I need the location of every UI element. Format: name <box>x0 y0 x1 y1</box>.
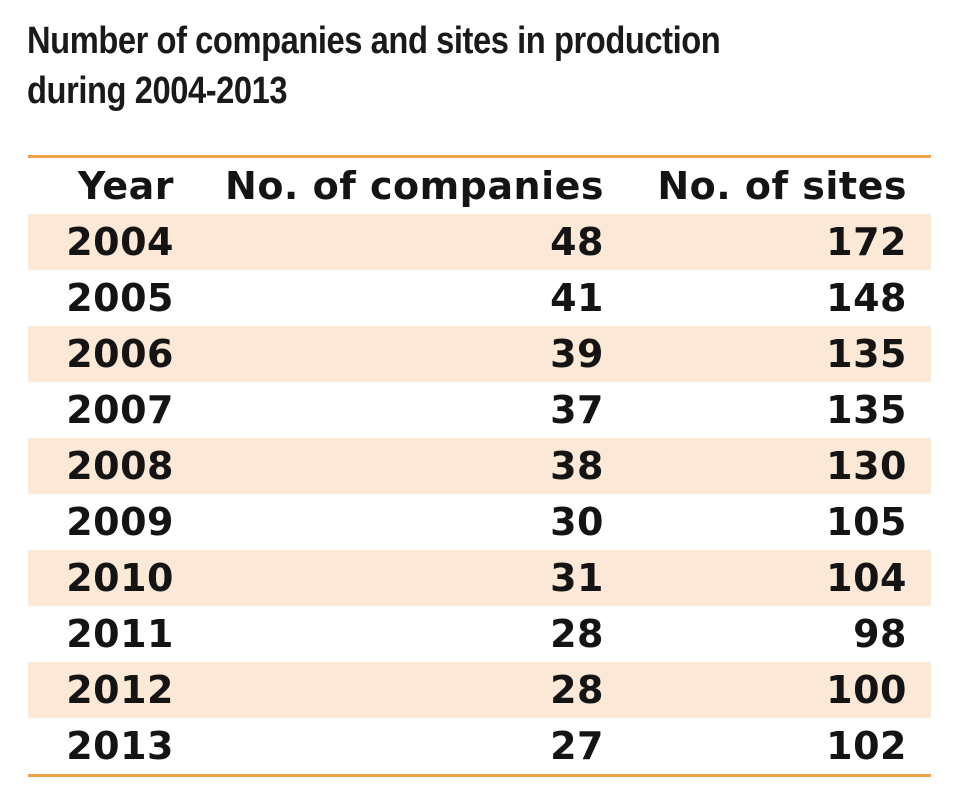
table-row: 2006 39 135 <box>28 326 931 382</box>
table-row: 2009 30 105 <box>28 494 931 550</box>
table-row: 2013 27 102 <box>28 718 931 774</box>
companies-cell: 41 <box>550 276 604 320</box>
year-cell: 2007 <box>66 388 174 432</box>
table-row: 2012 28 100 <box>28 662 931 718</box>
companies-cell: 31 <box>174 550 608 606</box>
sites-cell: 130 <box>608 438 931 494</box>
bottom-rule <box>28 774 931 777</box>
sites-cell: 98 <box>853 612 907 656</box>
table-row: 2008 38 130 <box>28 438 931 494</box>
year-cell: 2006 <box>28 326 174 382</box>
data-table: Year No. of companies No. of sites 2004 4… <box>28 158 931 774</box>
companies-cell: 38 <box>174 438 608 494</box>
table-row: 2010 31 104 <box>28 550 931 606</box>
sites-cell: 100 <box>608 662 931 718</box>
table-row: 2004 48 172 <box>28 214 931 270</box>
year-cell: 2011 <box>66 612 174 656</box>
sites-cell: 135 <box>608 326 931 382</box>
data-table-container: Year No. of companies No. of sites 2004 4… <box>28 155 931 777</box>
column-header-sites: No. of sites <box>657 164 907 208</box>
companies-cell: 37 <box>550 388 604 432</box>
table-body: 2004 48 172 2005 41 148 2006 39 135 2007 37 135 2008… <box>28 214 931 774</box>
sites-cell: 135 <box>826 388 907 432</box>
sites-cell: 104 <box>608 550 931 606</box>
table-row: 2007 37 135 <box>28 382 931 438</box>
year-cell: 2005 <box>66 276 174 320</box>
sites-cell: 172 <box>608 214 931 270</box>
page-title: Number of companies and sites in product… <box>27 20 721 112</box>
year-cell: 2009 <box>66 500 174 544</box>
companies-cell: 39 <box>174 326 608 382</box>
year-cell: 2008 <box>28 438 174 494</box>
table-row: 2005 41 148 <box>28 270 931 326</box>
top-rule <box>28 155 931 158</box>
sites-cell: 105 <box>826 500 907 544</box>
table-row: 2011 28 98 <box>28 606 931 662</box>
companies-cell: 27 <box>550 724 604 768</box>
year-cell: 2013 <box>66 724 174 768</box>
header-row: Year No. of companies No. of sites <box>28 158 931 214</box>
column-header-companies: No. of companies <box>225 164 604 208</box>
sites-cell: 102 <box>826 724 907 768</box>
year-cell: 2012 <box>28 662 174 718</box>
companies-cell: 48 <box>174 214 608 270</box>
year-cell: 2004 <box>28 214 174 270</box>
year-cell: 2010 <box>28 550 174 606</box>
companies-cell: 28 <box>550 612 604 656</box>
column-header-year: Year <box>77 164 174 208</box>
companies-cell: 28 <box>174 662 608 718</box>
sites-cell: 148 <box>826 276 907 320</box>
companies-cell: 30 <box>550 500 604 544</box>
